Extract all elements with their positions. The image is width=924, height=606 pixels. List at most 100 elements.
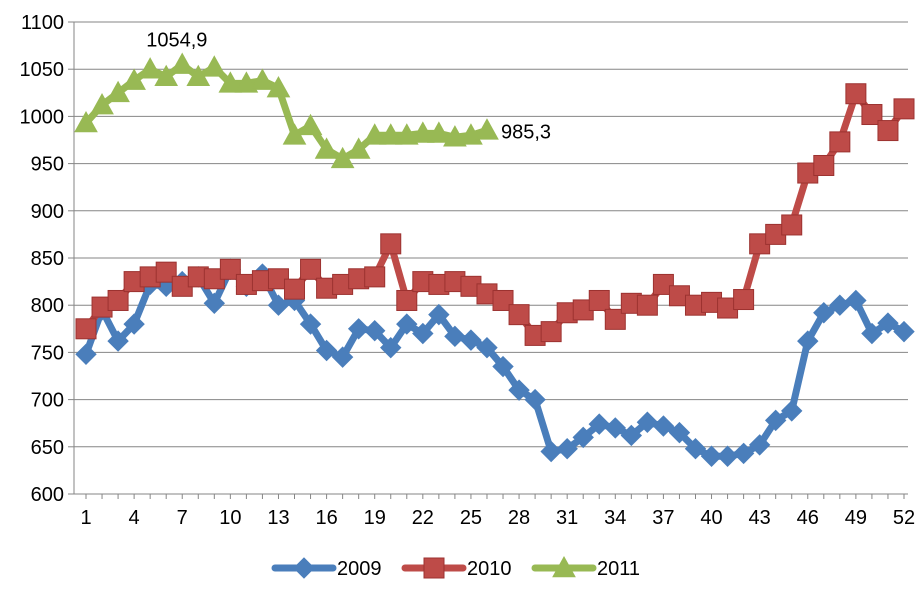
data-point-2011 (90, 93, 114, 115)
x-tick-label: 31 (556, 507, 578, 529)
data-point-2010 (829, 131, 851, 153)
data-point-2011 (138, 57, 163, 79)
data-point-2010 (396, 289, 418, 311)
data-point-2011 (234, 71, 259, 93)
data-point-2009 (604, 417, 627, 439)
data-point-2010 (604, 308, 626, 330)
data-point-2010 (845, 83, 867, 105)
x-tick-label: 4 (129, 507, 140, 529)
data-point-2011 (250, 68, 275, 90)
data-point-2010 (781, 214, 803, 236)
data-point-2010 (861, 104, 883, 126)
data-point-2009 (588, 413, 610, 435)
data-point-2010 (636, 294, 658, 316)
legend-item-2009: 2009 (271, 557, 382, 580)
data-point-2010 (893, 98, 915, 120)
y-tick-label: 950 (31, 154, 64, 176)
data-point-2011 (314, 137, 339, 159)
data-point-2009 (732, 442, 755, 465)
data-point-2009 (476, 336, 498, 359)
data-point-2010 (813, 154, 835, 176)
x-tick-label: 22 (412, 507, 434, 529)
data-point-2011 (266, 76, 291, 98)
data-point-2009 (716, 445, 739, 467)
x-tick-label: 16 (315, 507, 337, 529)
data-point-2009 (540, 440, 562, 463)
data-point-2009 (508, 379, 530, 401)
data-point-2009 (107, 330, 129, 352)
x-tick-label: 10 (219, 507, 241, 529)
data-label-annotation: 1054,9 (146, 30, 207, 52)
series-layer (74, 52, 915, 467)
data-label-layer: 1054,9 985,3 (146, 30, 551, 144)
data-point-2009 (524, 388, 546, 411)
data-point-2010 (300, 258, 322, 280)
data-point-2011 (362, 123, 387, 145)
data-point-2009 (380, 336, 402, 359)
data-point-2010 (540, 321, 562, 343)
data-point-2009 (123, 313, 145, 335)
data-point-2009 (363, 319, 386, 342)
data-point-2009 (893, 320, 915, 343)
data-point-2009 (813, 302, 835, 324)
data-point-2009 (845, 289, 867, 312)
data-point-2010 (508, 304, 530, 326)
axis-layer: 600 650 700 750 800 850 900 950 1000 1050 1100 1 4 7 1… (20, 12, 916, 529)
data-point-2009 (797, 330, 819, 352)
data-point-2009 (428, 303, 450, 326)
data-point-2009 (764, 409, 787, 432)
data-point-2009 (347, 318, 370, 340)
x-tick-label: 52 (893, 507, 915, 529)
data-point-2009 (668, 421, 691, 444)
data-point-2009 (203, 292, 226, 315)
y-tick-label: 750 (31, 342, 64, 364)
legend-label: 2011 (597, 558, 640, 580)
series-line-2011 (82, 61, 491, 163)
data-point-2009 (412, 322, 434, 345)
data-point-2010 (588, 289, 610, 311)
x-tick-label: 40 (700, 507, 722, 529)
series-2010 (75, 83, 915, 346)
data-point-2009 (315, 339, 338, 362)
data-point-2009 (781, 400, 803, 422)
legend: 2009 2010 2011 (271, 555, 640, 580)
x-tick-label: 43 (749, 507, 771, 529)
data-point-2011 (394, 123, 419, 145)
y-tick-label: 600 (31, 484, 64, 506)
data-point-2011 (410, 121, 435, 143)
data-point-2009 (620, 424, 643, 447)
data-point-2010 (155, 261, 177, 283)
legend-item-2011: 2011 (531, 555, 640, 580)
data-point-2010 (492, 289, 514, 311)
data-point-2011 (475, 118, 499, 140)
data-point-2009 (75, 343, 97, 365)
y-tick-label: 1050 (20, 59, 65, 81)
grid-layer (74, 21, 908, 495)
data-point-2011 (170, 52, 195, 74)
data-point-2009 (444, 325, 466, 348)
data-point-2010 (107, 289, 129, 311)
data-point-2010 (75, 318, 97, 340)
x-tick-label: 19 (364, 507, 386, 529)
y-tick-label: 800 (31, 295, 64, 317)
legend-label: 2010 (467, 558, 512, 580)
x-tick-label: 13 (267, 507, 289, 529)
data-point-2009 (877, 312, 899, 334)
data-point-2010 (877, 120, 899, 142)
data-point-2009 (652, 415, 675, 437)
x-tick-label: 37 (652, 507, 674, 529)
data-point-2009 (572, 426, 594, 449)
data-point-2009 (331, 346, 354, 368)
data-point-2011 (443, 125, 467, 147)
x-tick-label: 1 (80, 507, 91, 529)
x-tick-label: 46 (797, 507, 819, 529)
legend-swatch-marker (423, 557, 445, 579)
data-point-2009 (684, 437, 707, 460)
legend-swatch-marker (293, 557, 315, 579)
x-tick-label: 25 (460, 507, 482, 529)
y-tick-label: 700 (31, 390, 64, 412)
data-point-2009 (829, 294, 851, 316)
data-point-2011 (346, 137, 371, 159)
data-point-2011 (74, 110, 98, 133)
